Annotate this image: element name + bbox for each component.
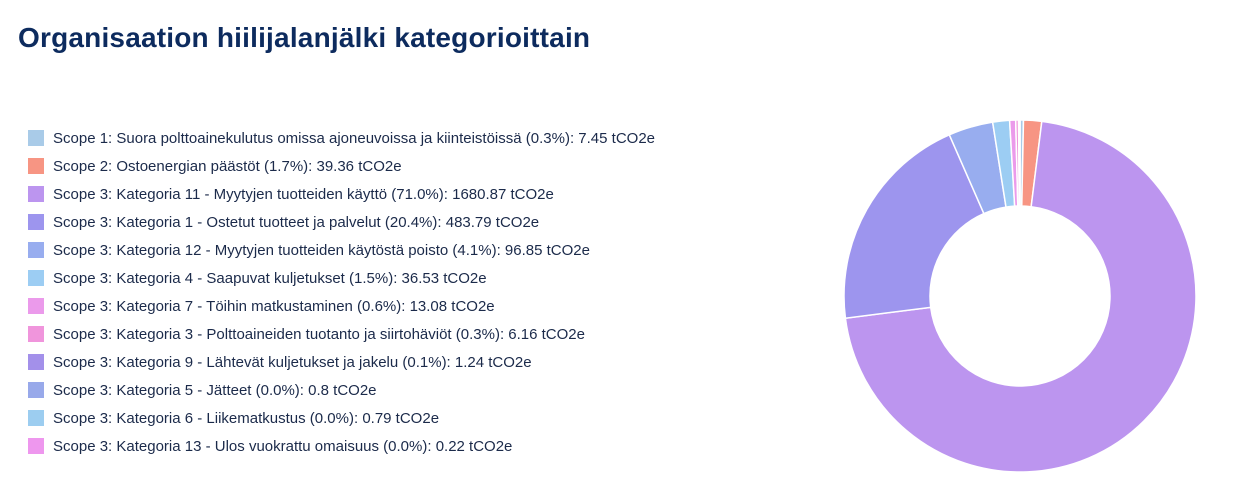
- legend-swatch: [28, 130, 44, 146]
- legend-swatch: [28, 298, 44, 314]
- page-title: Organisaation hiilijalanjälki kategorioi…: [18, 22, 591, 53]
- donut-slice[interactable]: [843, 133, 985, 320]
- legend-swatch: [28, 242, 44, 258]
- legend-item[interactable]: Scope 3: Kategoria 9 - Lähtevät kuljetuk…: [28, 348, 655, 376]
- legend-swatch: [28, 214, 44, 230]
- legend-label: Scope 3: Kategoria 6 - Liikematkustus (0…: [53, 409, 440, 427]
- legend-swatch: [28, 158, 44, 174]
- legend-label: Scope 3: Kategoria 7 - Töihin matkustami…: [53, 297, 495, 315]
- legend-item[interactable]: Scope 2: Ostoenergian päästöt (1.7%): 39…: [28, 152, 655, 180]
- legend-item[interactable]: Scope 3: Kategoria 5 - Jätteet (0.0%): 0…: [28, 376, 655, 404]
- legend-item[interactable]: Scope 3: Kategoria 6 - Liikematkustus (0…: [28, 404, 655, 432]
- legend-swatch: [28, 186, 44, 202]
- donut-slice[interactable]: [844, 120, 1197, 473]
- legend-label: Scope 3: Kategoria 9 - Lähtevät kuljetuk…: [53, 353, 532, 371]
- legend-item[interactable]: Scope 3: Kategoria 13 - Ulos vuokrattu o…: [28, 432, 655, 460]
- legend-label: Scope 3: Kategoria 5 - Jätteet (0.0%): 0…: [53, 381, 377, 399]
- legend-item[interactable]: Scope 3: Kategoria 11 - Myytyjen tuottei…: [28, 180, 655, 208]
- legend-item[interactable]: Scope 1: Suora polttoainekulutus omissa …: [28, 124, 655, 152]
- legend-label: Scope 3: Kategoria 12 - Myytyjen tuottei…: [53, 241, 590, 259]
- legend-label: Scope 2: Ostoenergian päästöt (1.7%): 39…: [53, 157, 402, 175]
- legend-label: Scope 3: Kategoria 3 - Polttoaineiden tu…: [53, 325, 585, 343]
- legend-label: Scope 3: Kategoria 13 - Ulos vuokrattu o…: [53, 437, 513, 455]
- donut-chart: [843, 119, 1197, 473]
- legend-item[interactable]: Scope 3: Kategoria 3 - Polttoaineiden tu…: [28, 320, 655, 348]
- legend-swatch: [28, 438, 44, 454]
- legend-item[interactable]: Scope 3: Kategoria 7 - Töihin matkustami…: [28, 292, 655, 320]
- legend-swatch: [28, 270, 44, 286]
- legend-item[interactable]: Scope 3: Kategoria 12 - Myytyjen tuottei…: [28, 236, 655, 264]
- legend-label: Scope 3: Kategoria 1 - Ostetut tuotteet …: [53, 213, 540, 231]
- legend-label: Scope 3: Kategoria 11 - Myytyjen tuottei…: [53, 185, 554, 203]
- legend-swatch: [28, 382, 44, 398]
- legend-swatch: [28, 410, 44, 426]
- legend-label: Scope 1: Suora polttoainekulutus omissa …: [53, 129, 655, 147]
- legend-item[interactable]: Scope 3: Kategoria 4 - Saapuvat kuljetuk…: [28, 264, 655, 292]
- chart-legend: Scope 1: Suora polttoainekulutus omissa …: [28, 124, 655, 460]
- legend-swatch: [28, 354, 44, 370]
- legend-swatch: [28, 326, 44, 342]
- legend-label: Scope 3: Kategoria 4 - Saapuvat kuljetuk…: [53, 269, 487, 287]
- legend-item[interactable]: Scope 3: Kategoria 1 - Ostetut tuotteet …: [28, 208, 655, 236]
